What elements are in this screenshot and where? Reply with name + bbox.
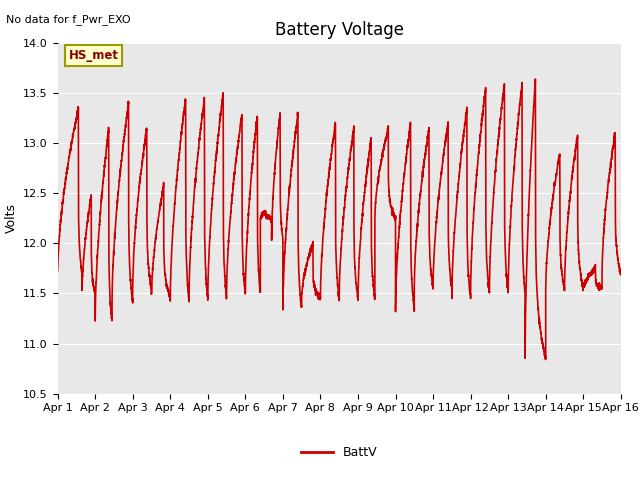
Legend: BattV: BattV [296,442,382,465]
Title: Battery Voltage: Battery Voltage [275,21,404,39]
Text: No data for f_Pwr_EXO: No data for f_Pwr_EXO [6,14,131,25]
Y-axis label: Volts: Volts [4,204,17,233]
Text: HS_met: HS_met [69,49,119,62]
